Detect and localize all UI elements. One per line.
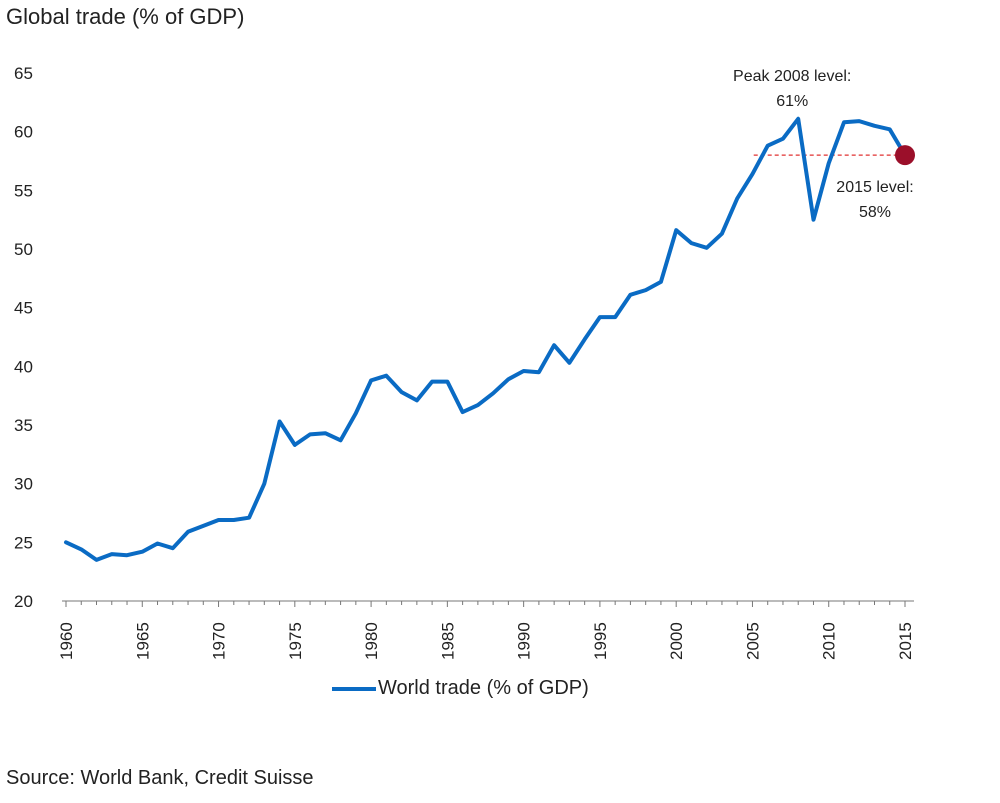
legend-label: World trade (% of GDP) bbox=[378, 677, 589, 699]
x-tick-label: 2010 bbox=[820, 622, 839, 660]
source-note: Source: World Bank, Credit Suisse bbox=[6, 767, 314, 789]
y-tick-label: 25 bbox=[14, 533, 33, 552]
highlight-point-2015 bbox=[895, 145, 915, 166]
legend-swatch bbox=[332, 686, 376, 691]
x-tick-label: 1970 bbox=[210, 622, 229, 660]
y-tick-label: 65 bbox=[14, 64, 33, 83]
annotation-peak-2008: Peak 2008 level: bbox=[733, 68, 851, 85]
y-tick-label: 35 bbox=[14, 416, 33, 435]
y-tick-label: 55 bbox=[14, 181, 33, 200]
y-tick-label: 50 bbox=[14, 240, 33, 259]
x-tick-label: 1990 bbox=[515, 622, 534, 660]
x-tick-label: 1980 bbox=[362, 622, 381, 660]
x-tick-label: 1965 bbox=[133, 622, 152, 660]
y-tick-label: 30 bbox=[14, 475, 33, 494]
x-tick-label: 1995 bbox=[591, 622, 610, 660]
x-tick-label: 1960 bbox=[57, 622, 76, 660]
y-tick-label: 20 bbox=[14, 592, 33, 611]
x-tick-label: 1975 bbox=[286, 622, 305, 660]
annotation-level-2015: 2015 level: bbox=[836, 179, 913, 196]
x-tick-label: 2000 bbox=[667, 622, 686, 660]
x-tick-label: 2015 bbox=[896, 622, 915, 660]
x-tick-label: 1985 bbox=[438, 622, 457, 660]
chart-title: Global trade (% of GDP) bbox=[6, 4, 245, 29]
annotation-peak-2008: 61% bbox=[776, 93, 808, 110]
x-tick-label: 2005 bbox=[743, 622, 762, 660]
annotation-level-2015: 58% bbox=[859, 204, 891, 221]
series-line-world-trade bbox=[64, 116, 907, 562]
y-tick-label: 60 bbox=[14, 123, 33, 142]
y-tick-label: 40 bbox=[14, 357, 33, 376]
y-tick-label: 45 bbox=[14, 299, 33, 318]
legend: World trade (% of GDP) bbox=[332, 677, 589, 700]
